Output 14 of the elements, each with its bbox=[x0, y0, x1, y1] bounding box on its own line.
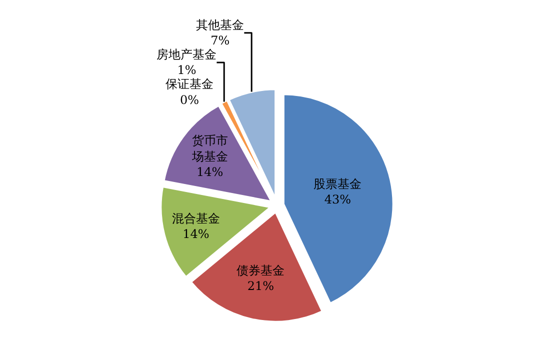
slice-label: 货币市场基金 bbox=[190, 134, 228, 164]
category-label: 保证基金 bbox=[165, 77, 214, 92]
data-label: 14% bbox=[196, 164, 224, 179]
data-label: 1% bbox=[177, 63, 196, 78]
slice-label: 其他基金 bbox=[196, 18, 244, 32]
slice-label: 房地产基金 bbox=[156, 48, 217, 62]
slice-label: 债券基金 bbox=[236, 264, 285, 278]
slice-label: 股票基金 bbox=[314, 177, 362, 192]
data-label: 14% bbox=[182, 227, 210, 242]
slice-label: 混合基金 bbox=[172, 212, 220, 226]
text: 0% bbox=[180, 92, 199, 107]
data-label: 7% bbox=[210, 34, 230, 48]
data-label: 43% bbox=[324, 192, 352, 207]
data-label: 21% bbox=[247, 279, 274, 294]
